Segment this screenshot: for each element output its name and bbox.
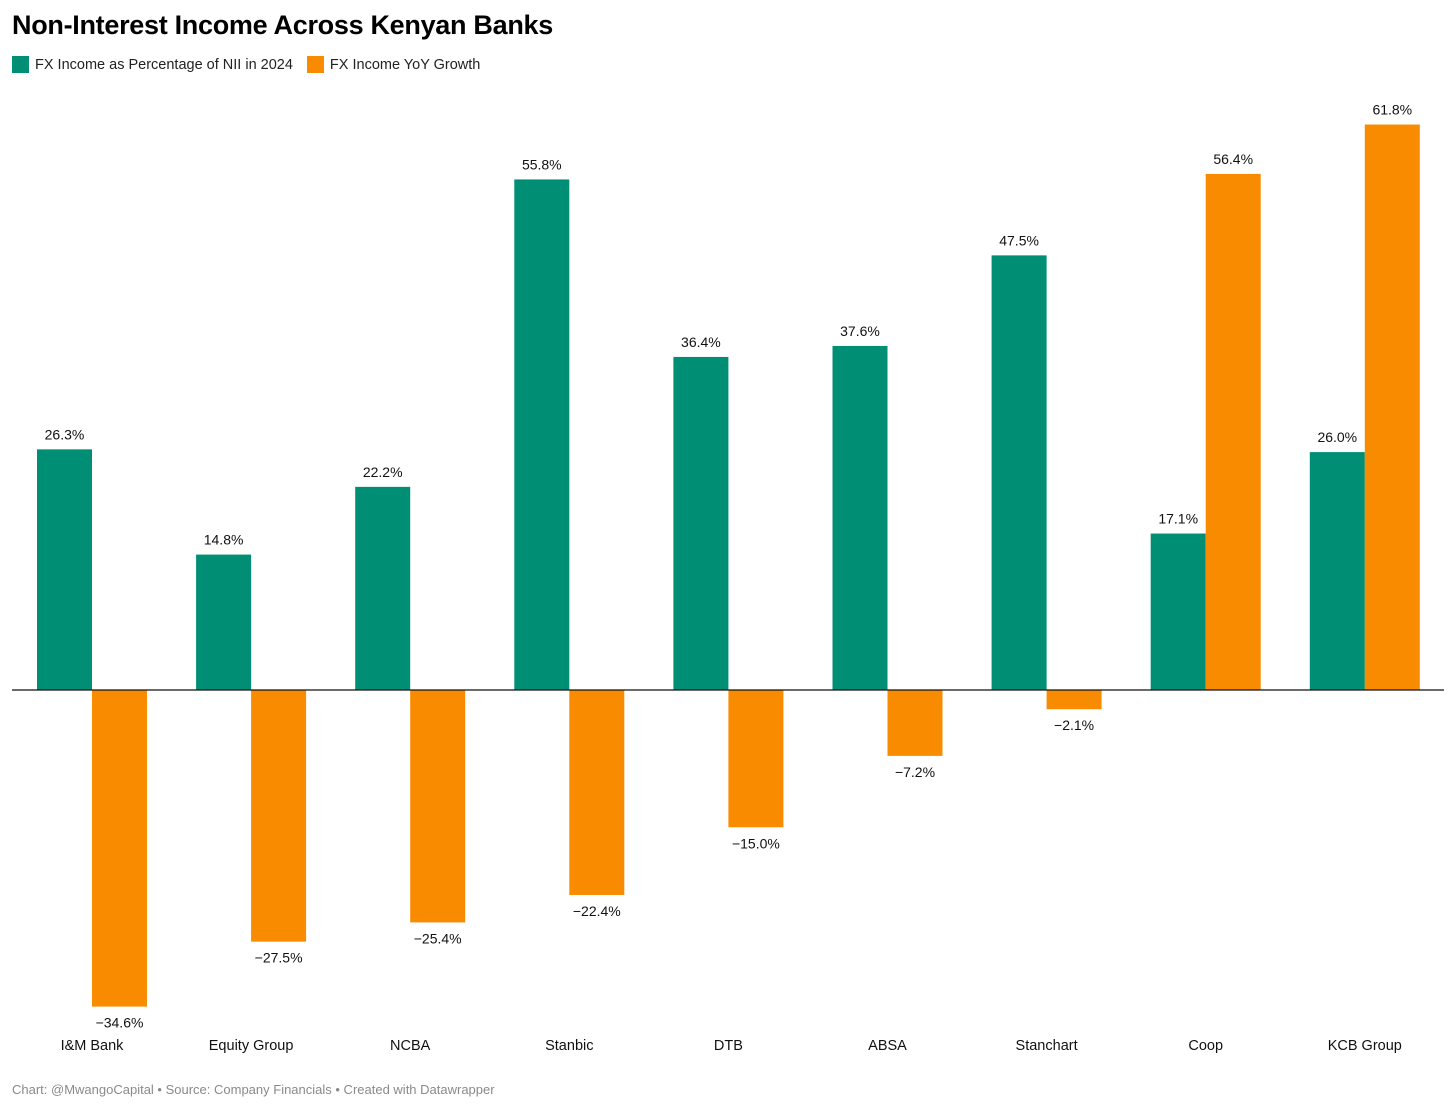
category-label-0: I&M Bank bbox=[61, 1038, 125, 1054]
label-fx-growth-8: 61.8% bbox=[1372, 102, 1412, 118]
category-label-5: ABSA bbox=[868, 1038, 907, 1054]
category-label-1: Equity Group bbox=[209, 1038, 294, 1054]
label-fx-growth-7: 56.4% bbox=[1213, 151, 1253, 167]
bar-fx-nii-5 bbox=[832, 345, 888, 690]
label-fx-nii-8: 26.0% bbox=[1317, 429, 1357, 445]
bar-fx-growth-0 bbox=[92, 690, 147, 1007]
legend-swatch-fx-growth bbox=[306, 56, 324, 73]
bar-fx-nii-6 bbox=[991, 255, 1047, 690]
label-fx-growth-3: −22.4% bbox=[573, 903, 621, 919]
label-fx-growth-0: −34.6% bbox=[96, 1015, 144, 1031]
label-fx-nii-1: 14.8% bbox=[204, 532, 244, 548]
bar-chart: 26.3% −34.6% I&M Bank 14.8% −27.5% Equity Gro… bbox=[12, 102, 1444, 1054]
bar-fx-growth-7 bbox=[1205, 173, 1261, 690]
label-fx-nii-7: 17.1% bbox=[1158, 511, 1198, 527]
legend-label-fx-nii: FX Income as Percentage of NII in 2024 bbox=[35, 56, 293, 73]
label-fx-growth-5: −7.2% bbox=[895, 764, 935, 780]
bar-fx-nii-1 bbox=[196, 554, 252, 690]
category-label-7: Coop bbox=[1188, 1038, 1223, 1054]
bar-fx-growth-6 bbox=[1046, 690, 1102, 710]
legend: FX Income as Percentage of NII in 2024 F… bbox=[12, 56, 494, 73]
category-label-8: KCB Group bbox=[1328, 1038, 1402, 1054]
category-label-3: Stanbic bbox=[545, 1038, 593, 1054]
label-fx-nii-0: 26.3% bbox=[45, 426, 85, 442]
category-label-2: NCBA bbox=[390, 1038, 431, 1054]
bar-fx-growth-3 bbox=[569, 690, 625, 895]
label-fx-nii-2: 22.2% bbox=[363, 464, 403, 480]
legend-label-fx-growth: FX Income YoY Growth bbox=[329, 56, 481, 73]
legend-item-fx-growth: FX Income YoY Growth bbox=[306, 56, 481, 73]
label-fx-growth-2: −25.4% bbox=[414, 930, 462, 946]
category-label-4: DTB bbox=[714, 1038, 743, 1054]
label-fx-growth-6: −2.1% bbox=[1054, 717, 1094, 733]
bar-fx-growth-2 bbox=[410, 690, 466, 923]
bar-fx-nii-0 bbox=[37, 449, 92, 690]
label-fx-nii-5: 37.6% bbox=[840, 323, 880, 339]
label-fx-growth-1: −27.5% bbox=[255, 950, 303, 966]
bar-fx-growth-4 bbox=[728, 690, 784, 828]
label-fx-nii-4: 36.4% bbox=[681, 334, 721, 350]
label-fx-nii-3: 55.8% bbox=[522, 156, 562, 172]
label-fx-nii-6: 47.5% bbox=[999, 232, 1039, 248]
bar-fx-growth-5 bbox=[887, 690, 943, 756]
chart-title: Non-Interest Income Across Kenyan Banks bbox=[12, 10, 553, 40]
bar-fx-nii-7 bbox=[1150, 533, 1206, 690]
bar-fx-growth-8 bbox=[1364, 124, 1420, 690]
legend-swatch-fx-nii bbox=[12, 56, 29, 73]
bar-fx-nii-2 bbox=[355, 486, 411, 690]
category-label-6: Stanchart bbox=[1016, 1038, 1078, 1054]
bar-fx-nii-8 bbox=[1309, 452, 1365, 690]
bar-fx-nii-4 bbox=[673, 356, 729, 690]
chart-footer: Chart: @MwangoCapital • Source: Company … bbox=[12, 1082, 495, 1097]
legend-item-fx-nii: FX Income as Percentage of NII in 2024 bbox=[12, 56, 293, 73]
bar-fx-nii-3 bbox=[514, 179, 570, 690]
bar-fx-growth-1 bbox=[251, 690, 307, 942]
label-fx-growth-4: −15.0% bbox=[732, 835, 780, 851]
